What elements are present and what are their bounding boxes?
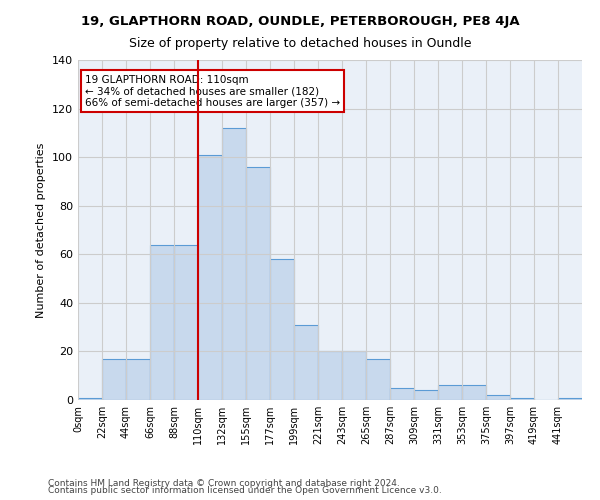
Bar — [246, 167, 270, 400]
Bar — [174, 244, 198, 400]
Text: 19 GLAPTHORN ROAD: 110sqm
← 34% of detached houses are smaller (182)
66% of semi: 19 GLAPTHORN ROAD: 110sqm ← 34% of detac… — [85, 74, 340, 108]
Bar — [558, 398, 582, 400]
Bar — [342, 352, 366, 400]
Bar — [366, 358, 390, 400]
Bar — [294, 324, 318, 400]
Text: Contains public sector information licensed under the Open Government Licence v3: Contains public sector information licen… — [48, 486, 442, 495]
Bar — [486, 395, 510, 400]
Bar — [270, 259, 294, 400]
Bar — [510, 398, 534, 400]
Bar — [414, 390, 438, 400]
Bar — [102, 358, 126, 400]
Text: Size of property relative to detached houses in Oundle: Size of property relative to detached ho… — [129, 38, 471, 51]
Bar — [126, 358, 150, 400]
Bar — [390, 388, 414, 400]
Bar — [222, 128, 246, 400]
Bar — [462, 386, 486, 400]
Y-axis label: Number of detached properties: Number of detached properties — [37, 142, 46, 318]
Bar — [438, 386, 462, 400]
Bar — [78, 398, 102, 400]
Bar — [198, 154, 222, 400]
Bar — [318, 352, 342, 400]
Bar — [150, 244, 174, 400]
Text: Contains HM Land Registry data © Crown copyright and database right 2024.: Contains HM Land Registry data © Crown c… — [48, 478, 400, 488]
Text: 19, GLAPTHORN ROAD, OUNDLE, PETERBOROUGH, PE8 4JA: 19, GLAPTHORN ROAD, OUNDLE, PETERBOROUGH… — [80, 15, 520, 28]
